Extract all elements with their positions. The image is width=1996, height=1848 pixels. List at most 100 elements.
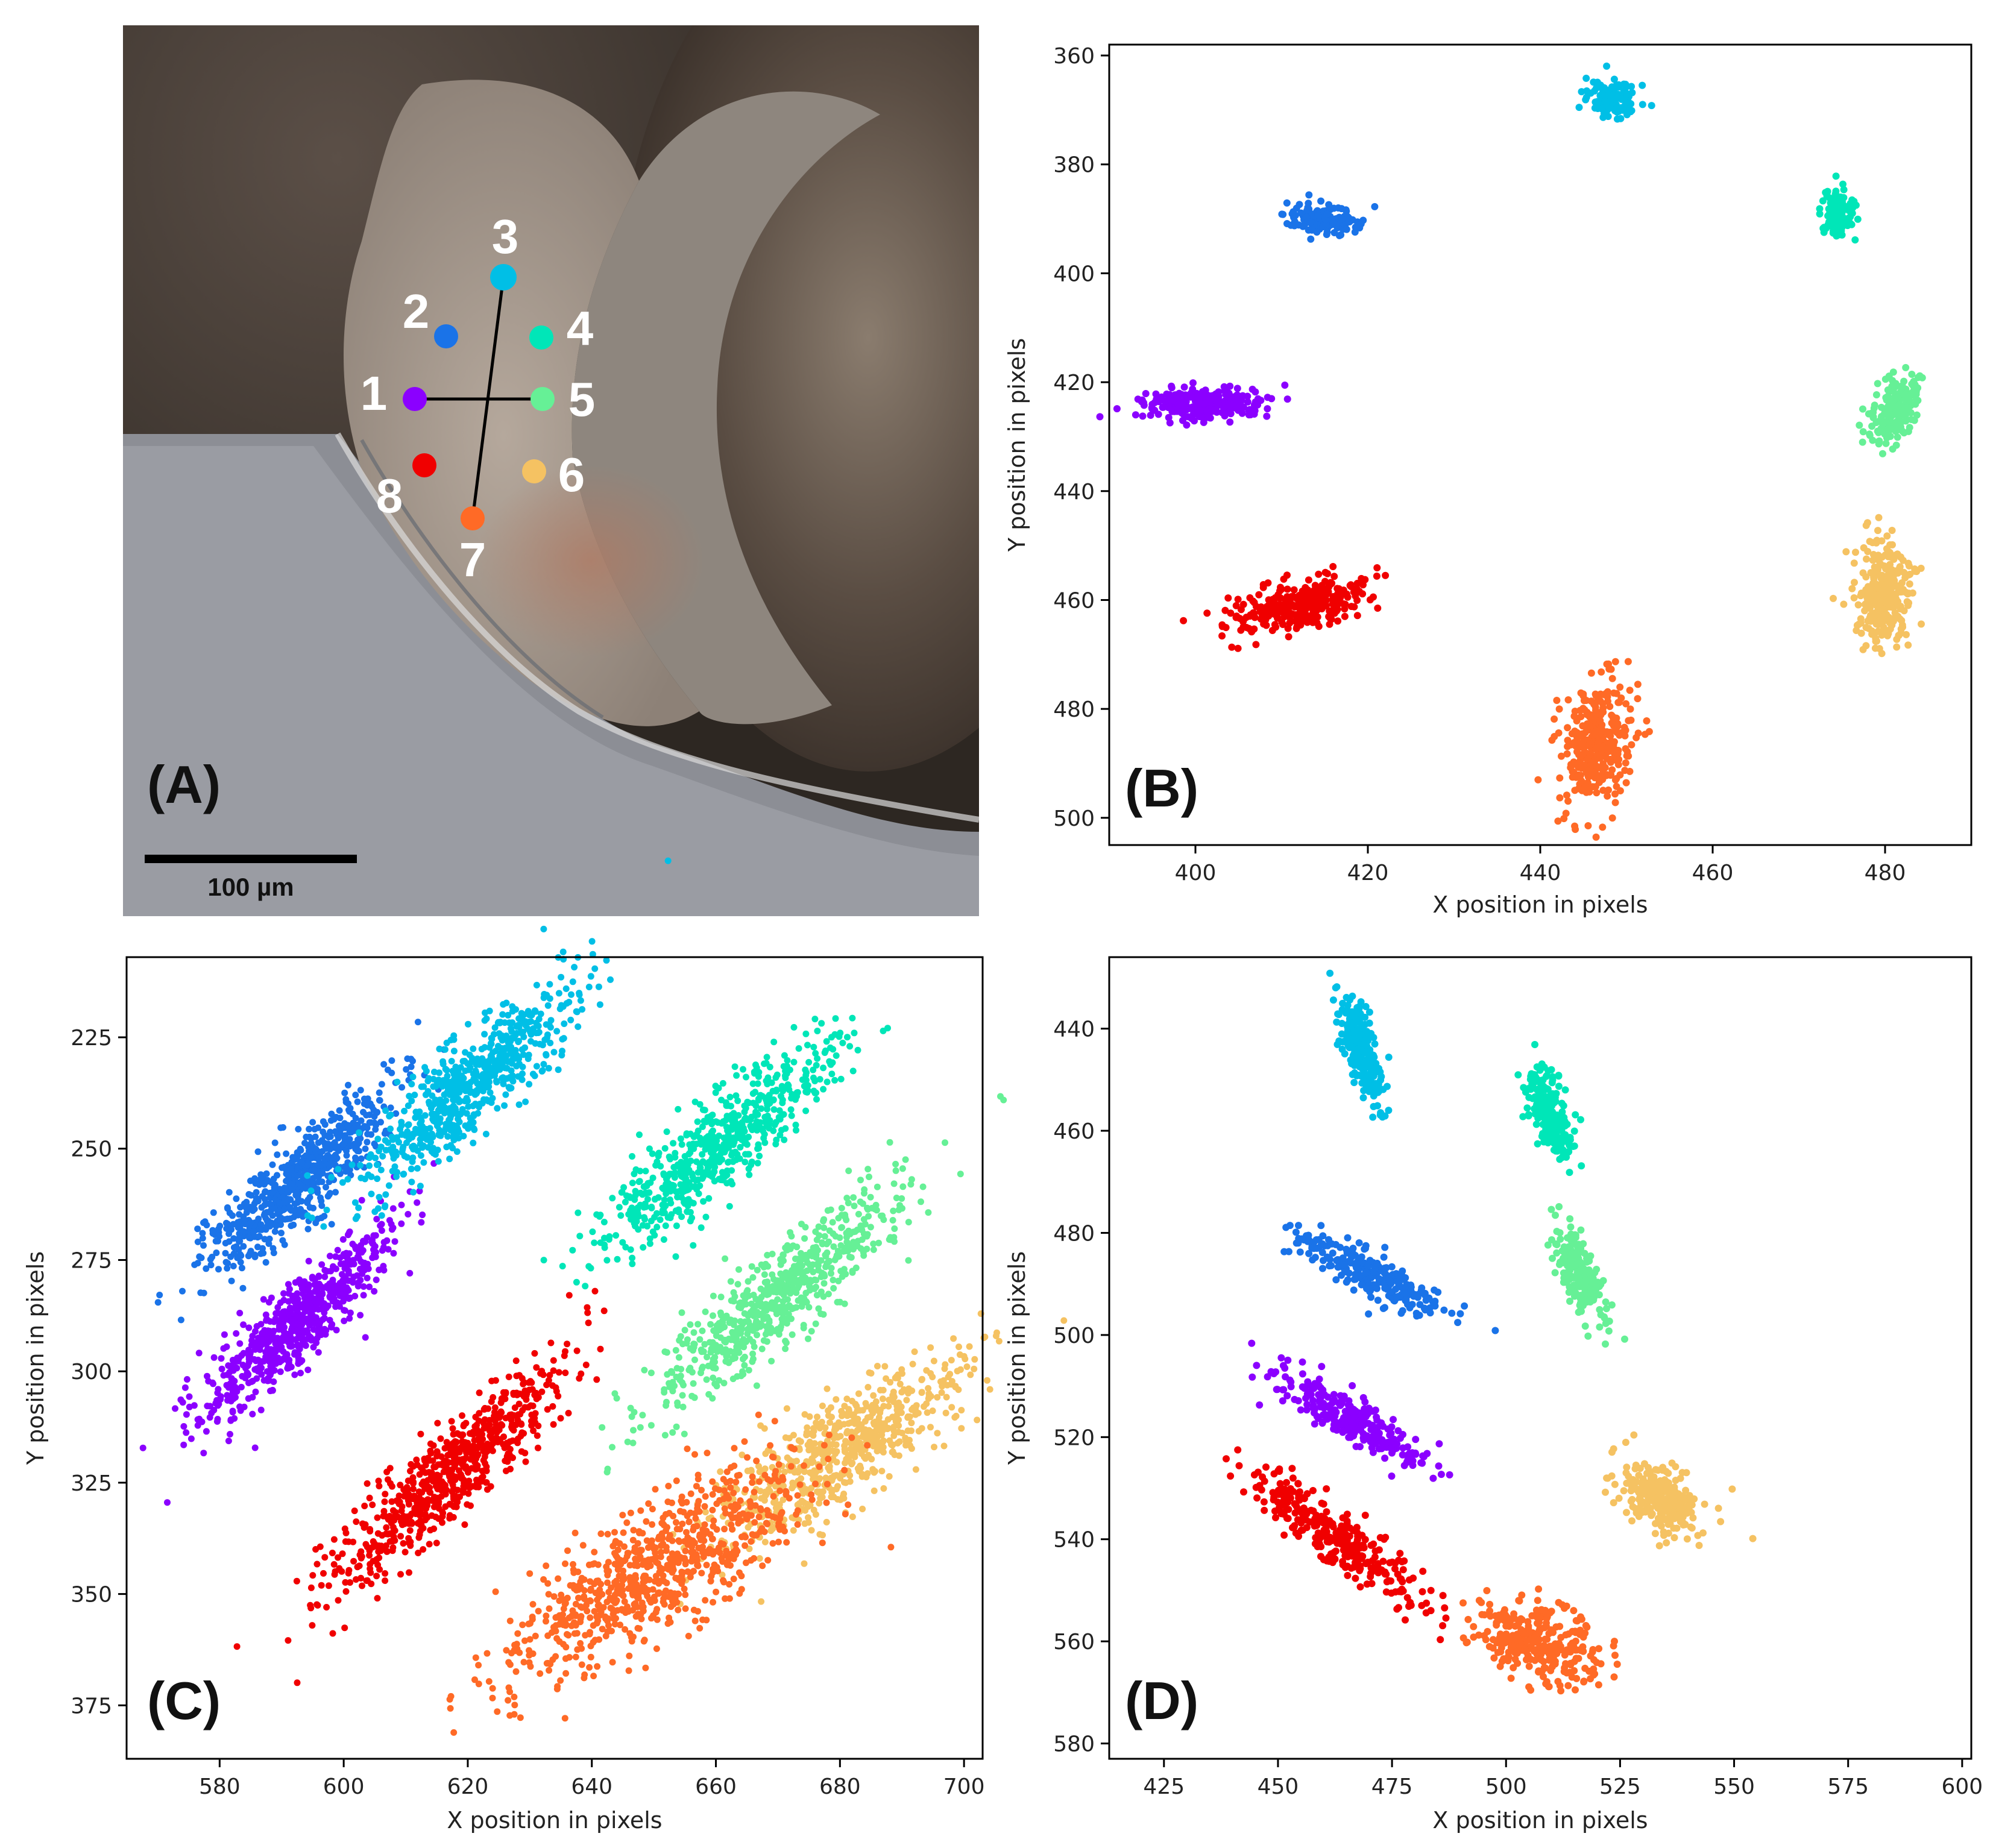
- point: [1324, 570, 1331, 577]
- point: [1371, 203, 1379, 210]
- point: [215, 1225, 222, 1233]
- panel-b-frame: [1108, 43, 1972, 846]
- point: [629, 1260, 636, 1268]
- point: [420, 1159, 427, 1166]
- point: [380, 1266, 388, 1274]
- point: [296, 1314, 303, 1321]
- point: [1616, 684, 1624, 691]
- point: [1842, 548, 1850, 556]
- point: [1592, 833, 1600, 841]
- point: [1889, 541, 1896, 548]
- point: [386, 1113, 393, 1120]
- point: [1622, 779, 1630, 787]
- point: [362, 1100, 369, 1107]
- point: [1286, 619, 1294, 627]
- point: [371, 1287, 378, 1295]
- point: [452, 1105, 459, 1111]
- point: [196, 1253, 203, 1260]
- point: [804, 1087, 811, 1094]
- point: [404, 1154, 411, 1161]
- point: [843, 1216, 850, 1224]
- y-tick-label: 500: [1053, 806, 1095, 831]
- point: [538, 1067, 546, 1075]
- point: [649, 1174, 656, 1181]
- marker-1: 1: [360, 366, 427, 420]
- point: [476, 1061, 483, 1068]
- point: [1608, 719, 1616, 727]
- point: [1200, 400, 1207, 408]
- point: [561, 1020, 568, 1027]
- point: [687, 1321, 694, 1328]
- point: [240, 1350, 247, 1357]
- point: [784, 1057, 791, 1064]
- point: [1268, 395, 1276, 403]
- point: [1605, 665, 1613, 673]
- point: [249, 1410, 256, 1418]
- point: [420, 1083, 427, 1090]
- point: [210, 1354, 218, 1361]
- point: [814, 1055, 821, 1062]
- point: [709, 1111, 716, 1119]
- point: [1599, 823, 1607, 831]
- point: [696, 1336, 704, 1343]
- point: [290, 1221, 297, 1228]
- point: [247, 1177, 254, 1184]
- point: [1902, 391, 1910, 398]
- point: [276, 1322, 283, 1330]
- panel-a-letter: (A): [147, 755, 221, 814]
- point: [899, 1183, 907, 1190]
- point: [1575, 104, 1583, 112]
- point: [341, 1318, 348, 1324]
- point: [522, 1098, 529, 1105]
- point: [481, 1031, 488, 1038]
- point: [1242, 614, 1250, 621]
- point: [405, 1121, 412, 1128]
- point: [323, 1184, 329, 1191]
- point: [427, 1105, 435, 1112]
- x-tick-label: 400: [1175, 861, 1217, 885]
- point: [262, 1353, 269, 1360]
- point: [603, 1257, 611, 1264]
- point: [721, 1149, 728, 1155]
- point: [344, 1231, 351, 1239]
- point: [305, 1257, 312, 1265]
- point: [349, 1240, 356, 1248]
- point: [328, 1110, 335, 1117]
- point: [957, 1171, 964, 1178]
- point: [624, 1438, 631, 1445]
- point: [790, 1058, 798, 1066]
- point: [500, 1001, 507, 1008]
- point: [308, 1154, 315, 1161]
- point: [420, 1127, 427, 1134]
- point: [361, 1175, 368, 1183]
- point: [1869, 556, 1877, 564]
- point: [306, 1133, 313, 1140]
- point: [207, 1256, 214, 1263]
- point: [802, 1030, 810, 1037]
- point: [336, 1114, 344, 1122]
- point: [787, 1229, 794, 1236]
- point: [271, 1139, 279, 1146]
- point: [295, 1330, 302, 1337]
- point: [485, 1072, 493, 1079]
- point: [651, 1231, 658, 1239]
- point: [844, 1034, 851, 1041]
- scale-bar-label: 100 µm: [207, 873, 294, 901]
- point: [758, 1105, 765, 1112]
- point: [1604, 792, 1611, 800]
- point: [240, 1321, 247, 1328]
- point: [392, 1110, 400, 1117]
- point: [725, 1131, 732, 1138]
- point: [378, 1227, 385, 1234]
- point: [1877, 604, 1884, 612]
- point: [673, 1423, 680, 1430]
- point: [662, 1202, 669, 1209]
- point: [277, 1124, 285, 1131]
- point: [1225, 389, 1233, 397]
- point: [245, 1324, 253, 1331]
- point: [717, 1177, 725, 1183]
- point: [776, 1116, 784, 1123]
- point: [1283, 585, 1291, 593]
- point: [708, 1120, 716, 1128]
